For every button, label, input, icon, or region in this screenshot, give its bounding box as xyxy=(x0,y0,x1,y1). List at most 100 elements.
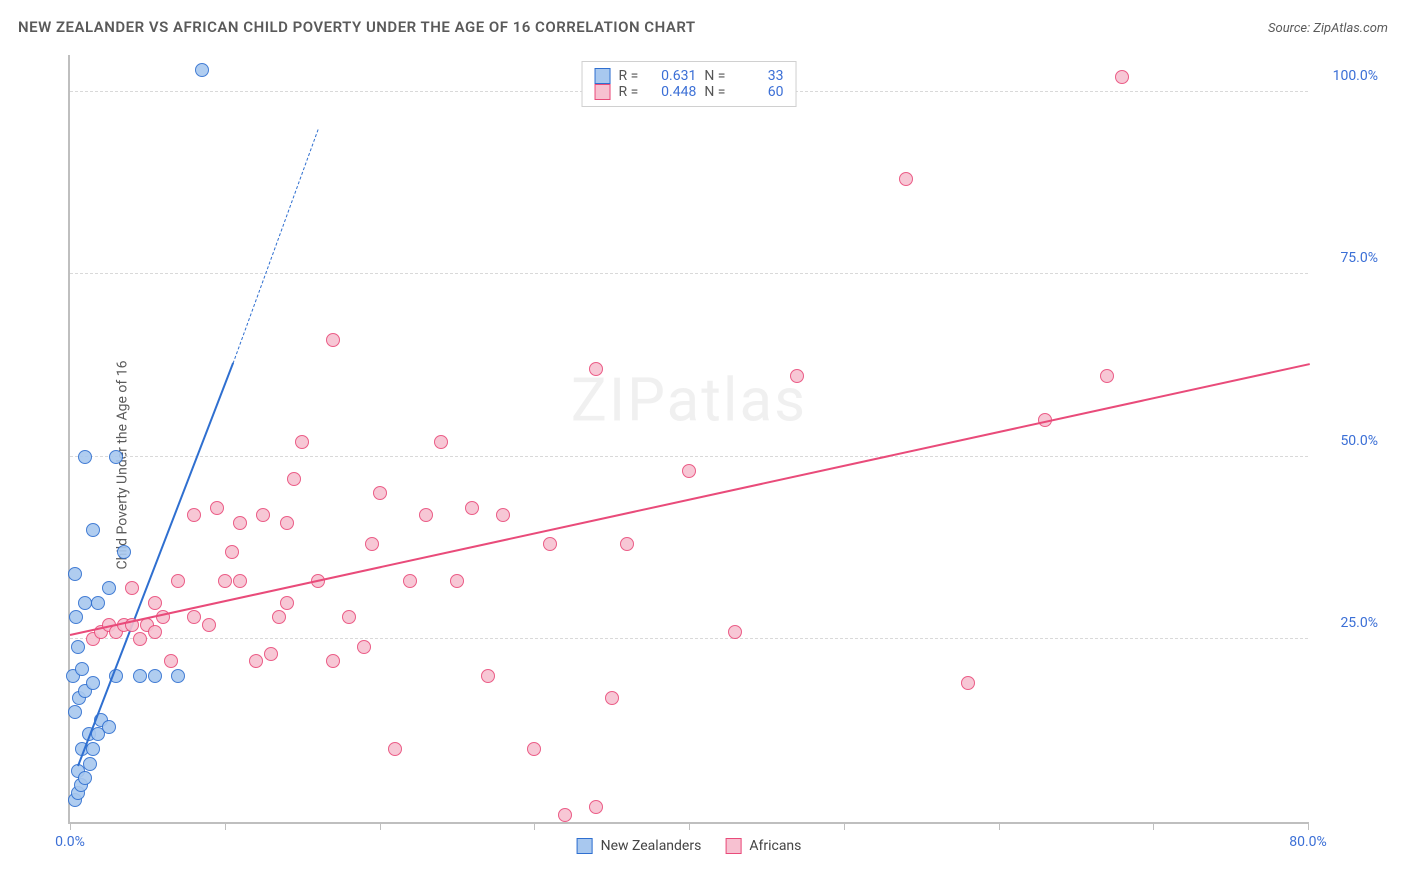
data-point xyxy=(295,435,309,449)
data-point xyxy=(365,537,379,551)
data-point xyxy=(171,669,185,683)
legend-r-value: 0.448 xyxy=(646,84,696,100)
x-tick xyxy=(225,822,226,830)
data-point xyxy=(133,632,147,646)
data-point xyxy=(287,472,301,486)
data-point xyxy=(164,654,178,668)
data-point xyxy=(419,508,433,522)
data-point xyxy=(543,537,557,551)
data-point xyxy=(78,771,92,785)
data-point xyxy=(620,537,634,551)
data-point xyxy=(790,369,804,383)
data-point xyxy=(326,333,340,347)
x-tick xyxy=(380,822,381,830)
data-point xyxy=(75,662,89,676)
data-point xyxy=(388,742,402,756)
data-point xyxy=(1100,369,1114,383)
data-point xyxy=(148,596,162,610)
data-point xyxy=(86,676,100,690)
series-name: Africans xyxy=(749,838,801,854)
data-point xyxy=(171,574,185,588)
data-point xyxy=(1115,70,1129,84)
plot-area: ZIPatlas R =0.631N =33R =0.448N =60 New … xyxy=(68,55,1308,824)
source-attribution: Source: ZipAtlas.com xyxy=(1268,21,1388,36)
legend-n-label: N = xyxy=(704,68,725,84)
data-point xyxy=(589,362,603,376)
legend-swatch xyxy=(595,68,611,84)
data-point xyxy=(264,647,278,661)
trend-line xyxy=(77,363,234,767)
x-tick xyxy=(1153,822,1154,830)
data-point xyxy=(133,669,147,683)
legend-r-label: R = xyxy=(619,68,639,84)
legend-n-value: 33 xyxy=(733,68,783,84)
data-point xyxy=(68,567,82,581)
data-point xyxy=(326,654,340,668)
data-point xyxy=(102,720,116,734)
data-point xyxy=(280,596,294,610)
data-point xyxy=(187,610,201,624)
x-tick-label: 0.0% xyxy=(55,834,85,850)
data-point xyxy=(434,435,448,449)
data-point xyxy=(86,742,100,756)
series-legend-item: New Zealanders xyxy=(577,838,702,854)
correlation-legend: R = 0.631 N = 33 R = 0.448 N = 60 xyxy=(582,61,797,107)
data-point xyxy=(373,486,387,500)
legend-swatch xyxy=(595,84,611,100)
data-point xyxy=(218,574,232,588)
data-point xyxy=(558,808,572,822)
gridline xyxy=(70,638,1308,639)
legend-n-label: N = xyxy=(704,84,725,100)
gridline xyxy=(70,273,1308,274)
data-point xyxy=(195,63,209,77)
data-point xyxy=(465,501,479,515)
y-tick-label: 100.0% xyxy=(1318,68,1378,84)
x-tick xyxy=(1308,822,1309,830)
data-point xyxy=(961,676,975,690)
legend-swatch xyxy=(725,838,741,854)
data-point xyxy=(78,450,92,464)
legend-swatch xyxy=(577,838,593,854)
data-point xyxy=(256,508,270,522)
x-tick xyxy=(999,822,1000,830)
trend-line-extension xyxy=(232,129,318,364)
legend-r-value: 0.631 xyxy=(646,68,696,84)
data-point xyxy=(527,742,541,756)
data-point xyxy=(102,581,116,595)
data-point xyxy=(481,669,495,683)
chart-title: NEW ZEALANDER VS AFRICAN CHILD POVERTY U… xyxy=(18,18,696,36)
series-legend: New Zealanders Africans xyxy=(577,838,802,854)
gridline xyxy=(70,456,1308,457)
x-tick xyxy=(844,822,845,830)
watermark: ZIPatlas xyxy=(571,365,807,436)
data-point xyxy=(202,618,216,632)
data-point xyxy=(899,172,913,186)
chart-container: Child Poverty Under the Age of 16 ZIPatl… xyxy=(18,55,1388,874)
data-point xyxy=(83,757,97,771)
data-point xyxy=(249,654,263,668)
data-point xyxy=(86,523,100,537)
data-point xyxy=(210,501,224,515)
data-point xyxy=(117,545,131,559)
data-point xyxy=(68,705,82,719)
y-tick-label: 25.0% xyxy=(1318,615,1378,631)
data-point xyxy=(605,691,619,705)
data-point xyxy=(148,625,162,639)
data-point xyxy=(728,625,742,639)
x-tick xyxy=(70,822,71,830)
data-point xyxy=(225,545,239,559)
data-point xyxy=(71,640,85,654)
data-point xyxy=(272,610,286,624)
y-tick-label: 50.0% xyxy=(1318,433,1378,449)
data-point xyxy=(233,516,247,530)
data-point xyxy=(187,508,201,522)
legend-n-value: 60 xyxy=(733,84,783,100)
data-point xyxy=(682,464,696,478)
legend-row: R = 0.631 N = 33 xyxy=(595,68,784,84)
data-point xyxy=(589,800,603,814)
data-point xyxy=(280,516,294,530)
legend-r-label: R = xyxy=(619,84,639,100)
data-point xyxy=(69,610,83,624)
data-point xyxy=(450,574,464,588)
trend-line xyxy=(70,363,1310,636)
